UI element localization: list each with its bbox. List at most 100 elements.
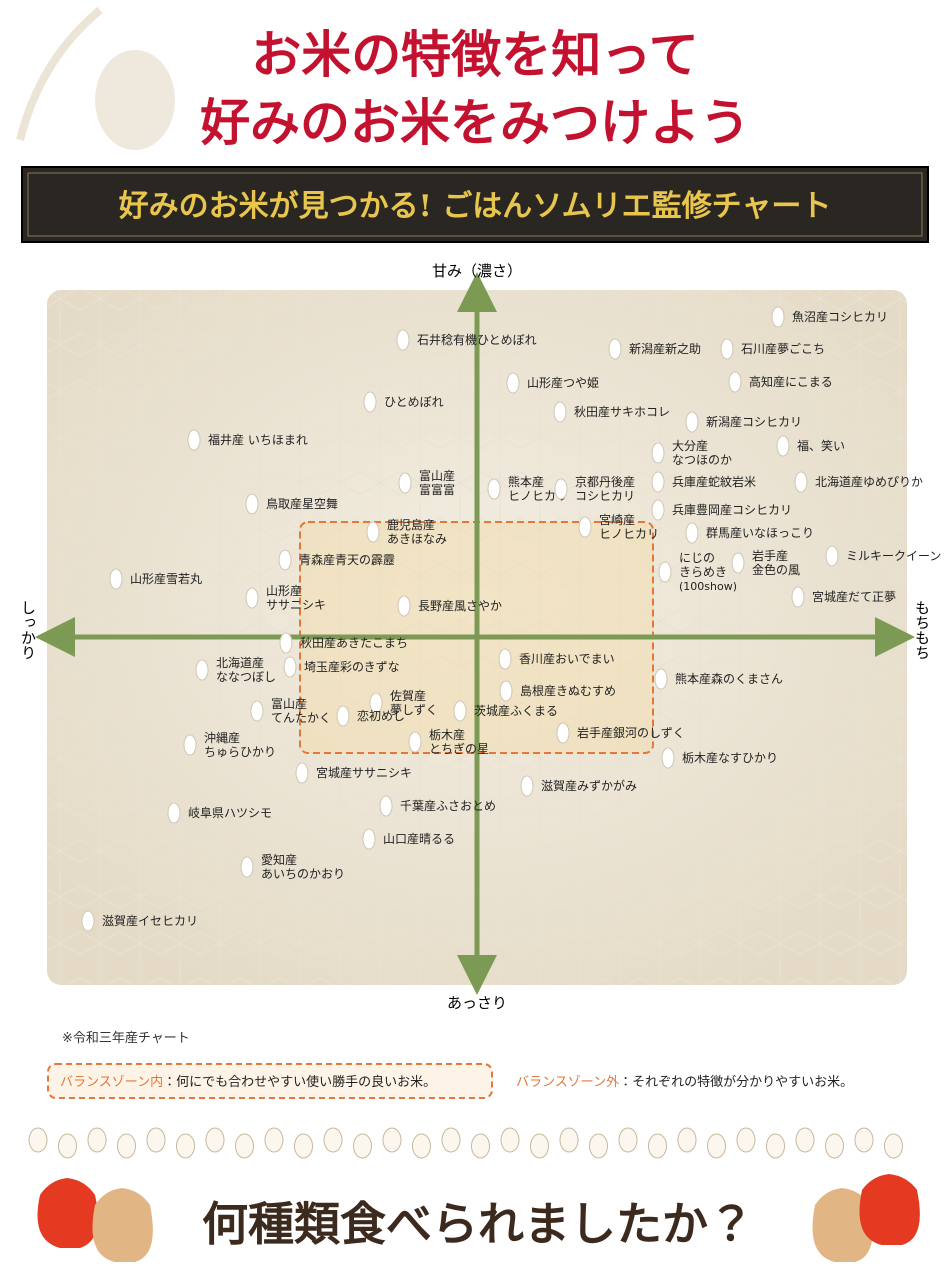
variety-label: 石川産夢ごこち [741, 341, 825, 356]
variety-label: 秋田産あきたこまち [300, 636, 408, 650]
variety: 大分産なつほのか [651, 439, 732, 467]
rice-face [353, 1133, 372, 1159]
legend-inside-box [47, 1063, 493, 1099]
rice-sacks [37, 1174, 920, 1262]
grain-icon [776, 435, 790, 457]
variety-label: 大分産なつほのか [672, 439, 732, 467]
grain-icon [396, 329, 410, 351]
label-line: 福、笑い [797, 438, 845, 453]
label-line: 山形産雪若丸 [130, 572, 202, 586]
legend-name: バランスゾーン外 [516, 1075, 619, 1090]
variety: 鳥取産星空舞 [245, 493, 338, 515]
variety: 北海道産ななつぼし [195, 656, 276, 684]
rice-faces [28, 1127, 903, 1159]
variety: ひとめぼれ [363, 391, 444, 413]
label-line: 愛知産 [261, 853, 297, 867]
rice-face [500, 1127, 520, 1153]
axis-label-left: しっかり [19, 600, 37, 660]
variety: 岩手産銀河のしずく [556, 722, 685, 744]
rice-face [382, 1127, 402, 1153]
variety: 熊本産ヒノヒカリ [487, 475, 568, 503]
variety: 熊本産森のくまさん [654, 668, 783, 690]
variety: 青森産青天の霹靂 [278, 549, 395, 571]
variety: 富山産富富富 [398, 469, 455, 497]
grain-icon [791, 586, 805, 608]
variety: 香川産おいでまい [498, 648, 615, 670]
variety: にじのきらめき(100show) [658, 551, 737, 593]
variety: 兵庫豊岡産コシヒカリ [651, 499, 792, 521]
label-line: 島根産きぬむすめ [520, 683, 616, 698]
variety-label: 佐賀産夢しずく [390, 689, 438, 717]
label-line: 富山産 [271, 697, 307, 711]
banner-text: 好みのお米が見つかる! ごはんソムリエ監修チャート [119, 189, 832, 224]
variety: 福井産 いちほまれ [187, 429, 308, 451]
variety-label: 埼玉産彩のきずな [304, 660, 400, 674]
label-line: ななつぼし [216, 670, 276, 684]
variety: 茨城産ふくまる [453, 700, 558, 722]
label-line: 青森産青天の霹靂 [299, 552, 395, 567]
grain-icon [453, 700, 467, 722]
label-line: ひとめぼれ [384, 395, 444, 409]
variety-label: 宮崎産ヒノヒカリ [599, 512, 659, 541]
variety-label: 新潟産新之助 [629, 342, 701, 356]
grain-icon [578, 516, 592, 538]
variety-label: 山口産晴るる [383, 832, 455, 846]
rice-face [176, 1133, 195, 1159]
rice-face [205, 1127, 225, 1153]
label-line: 秋田産あきたこまち [300, 636, 408, 650]
variety: 山形産雪若丸 [109, 568, 202, 590]
label-line: 沖縄産 [204, 731, 240, 745]
variety-label: 沖縄産ちゅらひかり [204, 731, 276, 759]
legend-text: ：何にでも合わせやすい使い勝手の良いお米。 [163, 1074, 436, 1090]
variety: 栃木産とちぎの星 [408, 728, 489, 756]
grain-icon [369, 692, 383, 714]
variety: 長野産風さやか [397, 595, 502, 617]
variety: 恋初めし [336, 705, 405, 727]
rice-face [736, 1127, 756, 1153]
label-line: てんたかく [271, 711, 331, 725]
grain-icon [81, 910, 95, 932]
label-line: 秋田産サキホコレ [574, 405, 670, 419]
variety-label: 愛知産あいちのかおり [261, 853, 345, 881]
label-line: とちぎの星 [429, 742, 489, 756]
label-line: 北海道産ゆめぴりか [815, 475, 923, 489]
label-line: 兵庫豊岡産コシヒカリ [672, 503, 792, 517]
variety-label: 京都丹後産コシヒカリ [575, 475, 635, 503]
variety-label: 岐阜県ハツシモ [188, 806, 272, 820]
grain-icon [109, 568, 123, 590]
title-line: 好みのお米をみつけよう [200, 94, 750, 152]
grain-icon [487, 478, 501, 500]
variety: 宮城産ササニシキ [295, 762, 412, 784]
variety: 栃木産なすひかり [661, 747, 778, 769]
variety: 石井稔有機ひとめぼれ [396, 329, 537, 351]
grain-icon [720, 338, 734, 360]
grain-icon [366, 521, 380, 543]
banner-frame [27, 172, 923, 237]
footer-title: 何種類食べられましたか？ [202, 1197, 754, 1251]
variety-label: 香川産おいでまい [519, 652, 615, 666]
label-line: 魚沼産コシヒカリ [792, 310, 888, 324]
variety: 石川産夢ごこち [720, 338, 825, 360]
grain-icon [825, 545, 839, 567]
variety: ミルキークイーン [825, 545, 941, 567]
grain-icon [167, 802, 181, 824]
label-line: 山形産 [266, 584, 302, 598]
label-line: 宮城産ササニシキ [316, 765, 412, 780]
grain-icon [245, 587, 259, 609]
grain-icon [336, 705, 350, 727]
rice-face [530, 1133, 549, 1159]
variety: 千葉産ふさおとめ [379, 795, 496, 817]
label-line: ササニシキ [266, 598, 326, 612]
legend-outside: バランスゾーン外：それぞれの特徴が分かりやすいお米。 [516, 1075, 853, 1090]
variety-label: ひとめぼれ [384, 395, 444, 409]
variety-label: 千葉産ふさおとめ [400, 799, 496, 813]
variety-label: 山形産雪若丸 [130, 572, 202, 586]
variety-label: 群馬産いなほっこり [706, 526, 814, 540]
label-line: 岩手産 [752, 548, 788, 563]
label-line: 新潟産新之助 [629, 342, 701, 356]
variety: 佐賀産夢しずく [369, 689, 438, 717]
grain-icon [278, 549, 292, 571]
variety: 福、笑い [776, 435, 845, 457]
